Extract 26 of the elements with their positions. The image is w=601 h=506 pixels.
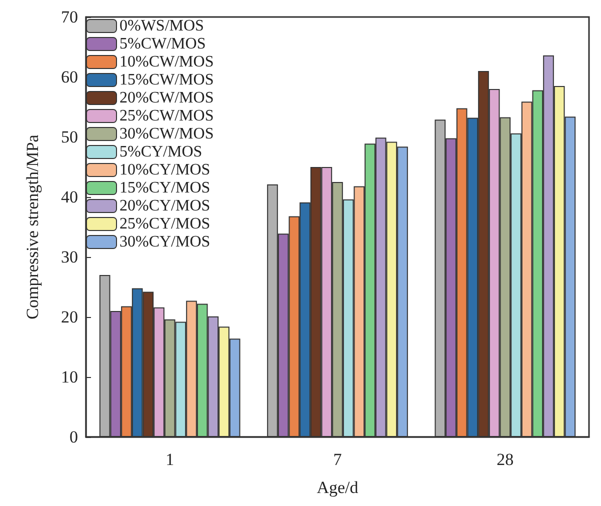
legend-label: 30%CY/MOS — [120, 234, 210, 250]
y-axis-title: Compressive strength/MPa — [23, 134, 42, 320]
y-tick-label: 50 — [61, 128, 78, 146]
legend-label: 10%CY/MOS — [120, 162, 210, 178]
legend-label: 0%WS/MOS — [120, 18, 204, 34]
legend-label: 25%CW/MOS — [120, 108, 214, 124]
y-tick-label: 60 — [61, 68, 78, 86]
legend-label: 15%CW/MOS — [120, 72, 214, 88]
x-tick-label: 28 — [496, 450, 514, 469]
x-tick-label: 1 — [166, 450, 174, 469]
legend-label: 5%CY/MOS — [120, 144, 202, 160]
y-tick-label: 10 — [61, 368, 78, 386]
y-tick-label: 70 — [61, 8, 78, 26]
y-tick-label: 40 — [61, 188, 78, 206]
legend-label: 20%CY/MOS — [120, 198, 210, 214]
x-tick-label: 7 — [333, 450, 342, 469]
legend-label: 20%CW/MOS — [120, 90, 214, 106]
legend-label: 30%CW/MOS — [120, 126, 214, 142]
y-tick-label: 30 — [61, 248, 78, 266]
y-tick-label: 0 — [70, 428, 78, 446]
legend-label: 5%CW/MOS — [120, 36, 206, 52]
legend-label: 10%CW/MOS — [120, 54, 214, 70]
x-axis-title: Age/d — [316, 478, 359, 497]
legend-label: 15%CY/MOS — [120, 180, 210, 196]
legend-label: 25%CY/MOS — [120, 216, 210, 232]
y-tick-label: 20 — [61, 308, 78, 326]
